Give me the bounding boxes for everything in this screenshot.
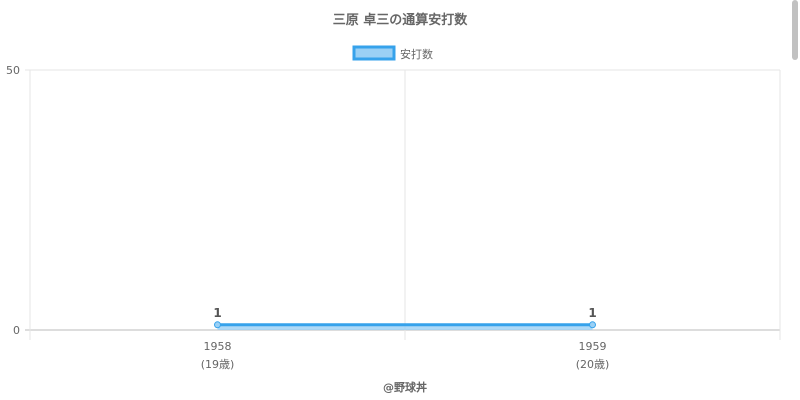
chart-title: 三原 卓三の通算安打数	[333, 12, 469, 28]
data-point	[589, 321, 596, 329]
data-label: 1	[588, 306, 596, 320]
scrollbar[interactable]	[792, 0, 798, 60]
x-tick-label: 1959	[579, 340, 607, 353]
x-tick-sublabel: (20歳)	[576, 358, 610, 371]
x-tick-sublabel: (19歳)	[201, 358, 235, 371]
legend-swatch	[352, 45, 396, 61]
y-tick-label: 0	[13, 324, 20, 337]
footer-credit: @野球丼	[383, 380, 427, 394]
data-point	[214, 321, 221, 329]
x-tick-label: 1958	[204, 340, 232, 353]
data-label: 1	[213, 306, 221, 320]
y-tick-label: 50	[6, 64, 20, 77]
legend[interactable]: 安打数	[352, 45, 433, 61]
legend-label: 安打数	[400, 47, 433, 61]
